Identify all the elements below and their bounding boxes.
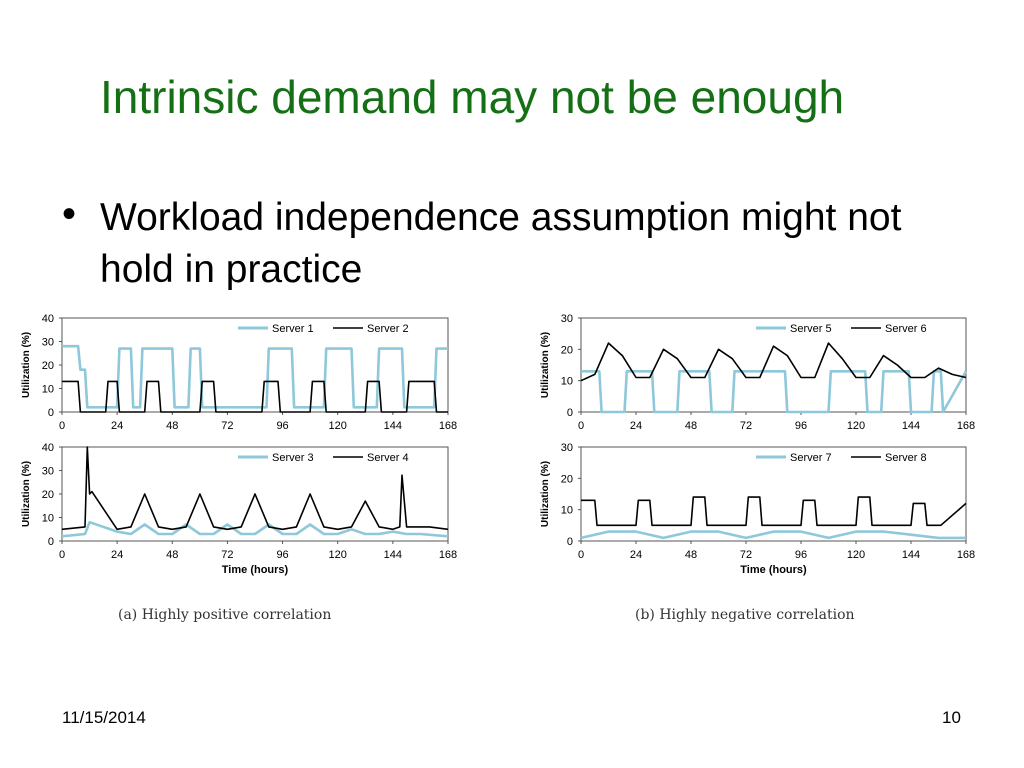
x-tick-label: 48 <box>685 549 697 561</box>
slide-title: Intrinsic demand may not be enough <box>100 71 845 123</box>
x-tick-label: 72 <box>740 549 752 561</box>
series-line-server-2 <box>62 380 448 413</box>
caption-b: (b) Highly negative correlation <box>635 607 855 623</box>
x-tick-label: 120 <box>847 420 865 432</box>
y-tick-label: 40 <box>42 442 54 454</box>
x-tick-label: 144 <box>902 420 920 432</box>
y-axis-label: Utilization (%) <box>540 461 551 527</box>
x-tick-label: 96 <box>276 420 288 432</box>
x-tick-label: 144 <box>384 549 402 561</box>
x-tick-label: 24 <box>111 420 123 432</box>
y-axis-label: Utilization (%) <box>21 332 32 398</box>
x-tick-label: 24 <box>630 420 642 432</box>
x-tick-label: 24 <box>111 549 123 561</box>
x-tick-label: 24 <box>630 549 642 561</box>
y-tick-label: 20 <box>561 473 573 485</box>
bullet-dot-icon: • <box>62 192 77 236</box>
y-tick-label: 10 <box>42 513 54 525</box>
y-tick-label: 30 <box>561 313 573 325</box>
series-line-server-4 <box>61 446 449 531</box>
y-tick-label: 0 <box>567 407 573 419</box>
y-tick-label: 30 <box>561 442 573 454</box>
x-axis-label: Time (hours) <box>740 564 807 576</box>
caption-a: (a) Highly positive correlation <box>118 607 332 623</box>
x-tick-label: 72 <box>221 549 233 561</box>
x-tick-label: 120 <box>329 420 347 432</box>
y-tick-label: 40 <box>42 313 54 325</box>
x-tick-label: 144 <box>384 420 402 432</box>
x-tick-label: 0 <box>578 549 584 561</box>
y-tick-label: 20 <box>42 489 54 501</box>
x-tick-label: 168 <box>439 420 457 432</box>
x-tick-label: 96 <box>795 549 807 561</box>
page-number: 10 <box>942 708 961 727</box>
legend-label: Server 6 <box>885 323 927 335</box>
y-axis-label: Utilization (%) <box>21 461 32 527</box>
x-tick-label: 0 <box>59 549 65 561</box>
y-tick-label: 10 <box>561 505 573 517</box>
plot-frame <box>580 317 967 413</box>
x-tick-label: 48 <box>685 420 697 432</box>
x-tick-label: 48 <box>166 549 178 561</box>
x-tick-label: 168 <box>439 549 457 561</box>
x-tick-label: 168 <box>957 549 975 561</box>
x-axis-label: Time (hours) <box>222 564 289 576</box>
y-tick-label: 0 <box>567 536 573 548</box>
x-tick-label: 96 <box>795 420 807 432</box>
legend-label: Server 4 <box>367 452 409 464</box>
series-line-server-5 <box>581 369 968 414</box>
x-tick-label: 0 <box>578 420 584 432</box>
legend-label: Server 5 <box>790 323 832 335</box>
plot-frame <box>580 446 967 542</box>
x-tick-label: 168 <box>957 420 975 432</box>
x-tick-label: 120 <box>847 549 865 561</box>
x-tick-label: 72 <box>221 420 233 432</box>
x-tick-label: 0 <box>59 420 65 432</box>
y-tick-label: 30 <box>42 337 54 349</box>
y-tick-label: 0 <box>48 536 54 548</box>
y-tick-label: 20 <box>561 344 573 356</box>
y-tick-label: 0 <box>48 407 54 419</box>
series-line-server-7 <box>580 530 966 540</box>
bullet-text: Workload independence assumption might n… <box>100 196 902 291</box>
legend-label: Server 3 <box>272 452 314 464</box>
x-tick-label: 48 <box>166 420 178 432</box>
y-tick-label: 30 <box>42 466 54 478</box>
legend-label: Server 2 <box>367 323 409 335</box>
x-tick-label: 144 <box>902 549 920 561</box>
legend-label: Server 8 <box>885 452 927 464</box>
footer-date: 11/15/2014 <box>62 708 146 727</box>
x-tick-label: 72 <box>740 420 752 432</box>
y-tick-label: 20 <box>42 360 54 372</box>
series-line-server-3 <box>61 520 449 538</box>
legend-label: Server 1 <box>272 323 314 335</box>
y-tick-label: 10 <box>561 376 573 388</box>
y-tick-label: 10 <box>42 384 54 396</box>
series-line-server-1 <box>62 344 448 409</box>
series-line-server-6 <box>580 342 967 382</box>
series-line-server-8 <box>581 496 967 527</box>
y-axis-label: Utilization (%) <box>540 332 551 398</box>
legend-label: Server 7 <box>790 452 832 464</box>
x-tick-label: 96 <box>276 549 288 561</box>
x-tick-label: 120 <box>329 549 347 561</box>
